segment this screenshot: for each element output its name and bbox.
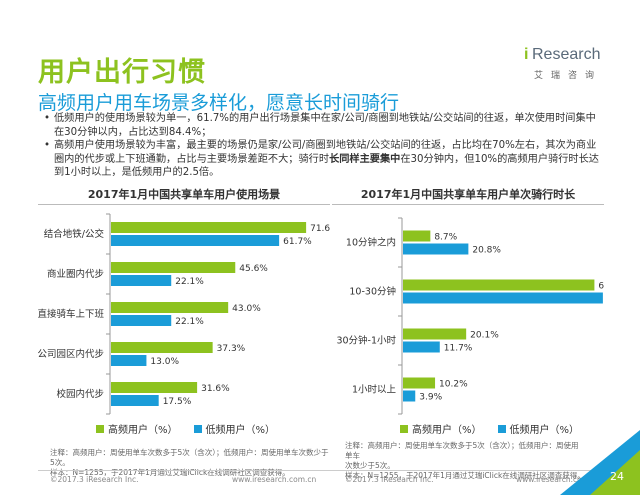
bullet-high-freq-text-after: 在30分钟内，但10%的高频用户骑行时长达到1小时以上，是低频用户的2.5倍。 xyxy=(54,153,599,179)
bar-high-freq xyxy=(111,302,229,313)
bar-low-freq xyxy=(403,292,603,304)
bar-low-freq xyxy=(403,341,440,353)
page-corner-decoration xyxy=(560,430,640,495)
legend-low-swatch xyxy=(193,424,202,433)
data-label-high-freq: 60.9% xyxy=(598,282,604,292)
data-label-high-freq: 8.7% xyxy=(434,233,457,243)
footer-copyright-right: ©2017.3 iResearch Inc. xyxy=(345,475,434,484)
data-label-low-freq: 11.7% xyxy=(444,344,473,354)
category-label: 直接骑车上下班 xyxy=(38,308,104,320)
data-label-low-freq: 61.7% xyxy=(283,237,312,247)
bar-high-freq xyxy=(403,279,595,291)
footer-divider xyxy=(38,470,598,471)
data-label-low-freq: 17.5% xyxy=(163,397,192,407)
bar-low-freq xyxy=(403,243,469,255)
legend-high-label-right: 高频用户（%） xyxy=(412,425,482,436)
legend-low-label: 低频用户（%） xyxy=(205,425,276,436)
right-note-line3: 样本：N=1255，于2017年1月通过艾瑞iClick在线调研社区调查获得。 xyxy=(345,471,585,480)
bullet-low-freq-text: 低频用户的使用场景较为单一，61.7%的用户出行场景集中在家/公司/商圈到地铁站… xyxy=(54,113,596,138)
legend-high-swatch-right xyxy=(400,424,408,433)
usage-scenario-chart: 2017年1月中国共享单车用户使用场景 结合地铁/公交 71.6% 61.7% 商业圈… xyxy=(38,186,330,436)
bar-high-freq xyxy=(403,328,467,340)
left-note-line1: 注释：高频用户：周使用单车次数多于5次（含次）；低频用户：周使用单车次数少于5次… xyxy=(50,448,329,467)
right-note-line2: 次数少于5次。 xyxy=(345,461,395,470)
bullet-high-freq: 高频用户使用场景较为丰富，最主要的场景仍是家/公司/商圈到地铁站/公交站间的往返… xyxy=(44,139,604,180)
category-label: 结合地铁/公交 xyxy=(44,228,105,240)
bar-high-freq xyxy=(111,222,307,233)
bar-low-freq xyxy=(403,390,416,402)
ride-duration-title-divider xyxy=(332,204,604,205)
page-subtitle: 高频用户用车场景多样化，愿意长时间骑行 xyxy=(38,92,400,114)
data-label-high-freq: 43.0% xyxy=(232,304,261,314)
legend-low-label-right: 低频用户（%） xyxy=(509,425,580,436)
logo-i: i xyxy=(524,46,529,63)
bar-low-freq xyxy=(111,275,172,286)
category-label: 10-30分钟 xyxy=(349,286,396,298)
bar-low-freq xyxy=(111,315,172,326)
category-label: 校园内代步 xyxy=(56,388,104,400)
logo-sub: 艾瑞咨询 xyxy=(534,71,603,81)
iresearch-logo: i Research 艾瑞咨询 xyxy=(522,46,602,86)
bar-low-freq xyxy=(111,355,147,366)
footer-copyright-left: ©2017.3 iResearch Inc. xyxy=(50,475,139,484)
left-note: 注释：高频用户：周使用单车次数多于5次（含次）；低频用户：周使用单车次数少于5次… xyxy=(50,448,330,478)
data-label-high-freq: 45.6% xyxy=(239,264,268,274)
page-title: 用户出行习惯 xyxy=(38,57,206,88)
ride-duration-chart-title: 2017年1月中国共享单车用户单次骑行时长 xyxy=(360,188,576,201)
bullet-high-freq-text-before: 高频用户使用场景较为丰富，最主要的场景仍是家/公司/商圈到地铁站/公交站间的往返… xyxy=(54,140,597,165)
usage-scenario-chart-svg: 结合地铁/公交 71.6% 61.7% 商业圈内代步 45.6% 22.1% 直接骑车上下班… xyxy=(38,213,330,415)
legend-high-swatch xyxy=(96,424,104,433)
ride-duration-chart: 2017年1月中国共享单车用户单次骑行时长 10分钟之内 8.7% 20.8% 10-… xyxy=(332,186,604,436)
data-label-high-freq: 20.1% xyxy=(470,331,499,341)
bar-low-freq xyxy=(111,395,159,406)
bullet-low-freq: 低频用户的使用场景较为单一，61.7%的用户出行场景集中在家/公司/商圈到地铁站… xyxy=(44,112,604,139)
usage-scenario-chart-title: 2017年1月中国共享单车用户使用场景 xyxy=(87,188,281,201)
footer-website-right: www.iresearch.com.cn xyxy=(516,475,601,484)
category-label: 商业圈内代步 xyxy=(47,268,104,280)
category-label: 公司园区内代步 xyxy=(38,348,104,360)
data-label-high-freq: 71.6% xyxy=(310,224,330,234)
bar-high-freq xyxy=(111,342,213,353)
bar-high-freq xyxy=(403,230,431,242)
usage-scenario-legend: 高频用户（%） 低频用户（%） xyxy=(96,421,275,436)
logo-main: Research xyxy=(532,46,601,63)
data-label-high-freq: 31.6% xyxy=(201,384,230,394)
bar-low-freq xyxy=(111,235,280,246)
data-label-low-freq: 13.0% xyxy=(150,357,179,367)
data-label-low-freq: 20.8% xyxy=(472,246,501,256)
ride-duration-legend: 高频用户（%） 低频用户（%） xyxy=(400,421,579,436)
data-label-high-freq: 10.2% xyxy=(439,380,468,390)
legend-high-label: 高频用户（%） xyxy=(108,425,178,436)
data-label-low-freq: 22.1% xyxy=(175,317,204,327)
bullet-high-freq-highlight: 长同样主要集中 xyxy=(329,153,401,165)
right-note: 注释：高频用户：周使用单车次数多于5次（含次）；低频用户：周使用单车 次数少于5… xyxy=(345,441,585,481)
data-label-high-freq: 37.3% xyxy=(217,344,246,354)
bar-high-freq xyxy=(111,382,198,393)
legend-low-swatch-right xyxy=(497,424,506,433)
data-label-low-freq: 22.1% xyxy=(175,277,204,287)
page-number: 24 xyxy=(610,470,624,483)
data-label-low-freq: 3.9% xyxy=(419,393,442,403)
right-note-line1: 注释：高频用户：周使用单车次数多于5次（含次）；低频用户：周使用单车 xyxy=(345,441,579,460)
summary-bullets: 低频用户的使用场景较为单一，61.7%的用户出行场景集中在家/公司/商圈到地铁站… xyxy=(44,112,604,180)
usage-scenario-title-divider xyxy=(38,204,330,205)
category-label: 1小时以上 xyxy=(352,384,397,396)
category-label: 30分钟-1小时 xyxy=(336,335,396,347)
bar-high-freq xyxy=(111,262,236,273)
footer-website-left: www.iresearch.com.cn xyxy=(232,475,317,484)
bar-high-freq xyxy=(403,377,436,389)
left-note-line2: 样本：N=1255，于2017年1月通过艾瑞iClick在线调研社区调查获得。 xyxy=(50,468,290,477)
ride-duration-chart-svg: 10分钟之内8.7%20.8%10-30分钟60.9%63.6%30分钟-1小时… xyxy=(336,217,604,415)
category-label: 10分钟之内 xyxy=(346,237,396,249)
